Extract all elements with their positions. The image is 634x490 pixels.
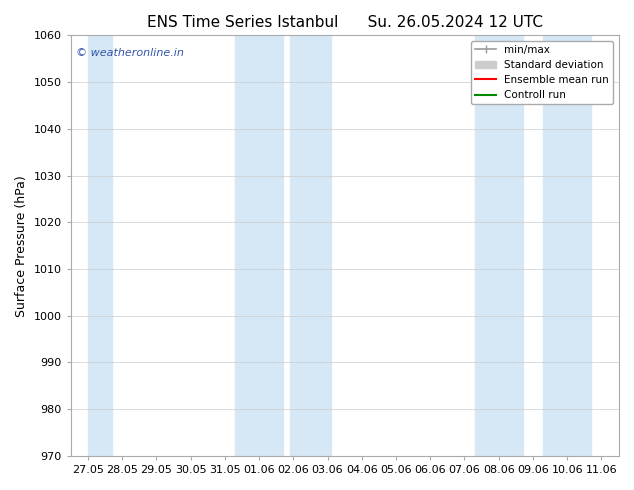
Bar bbox=[88, 35, 112, 456]
Title: ENS Time Series Istanbul      Su. 26.05.2024 12 UTC: ENS Time Series Istanbul Su. 26.05.2024 … bbox=[146, 15, 543, 30]
Bar bbox=[543, 35, 591, 456]
Legend: min/max, Standard deviation, Ensemble mean run, Controll run: min/max, Standard deviation, Ensemble me… bbox=[471, 41, 613, 104]
Bar bbox=[475, 35, 522, 456]
Y-axis label: Surface Pressure (hPa): Surface Pressure (hPa) bbox=[15, 175, 28, 317]
Text: © weatheronline.in: © weatheronline.in bbox=[76, 48, 184, 58]
Bar bbox=[235, 35, 283, 456]
Bar bbox=[290, 35, 331, 456]
